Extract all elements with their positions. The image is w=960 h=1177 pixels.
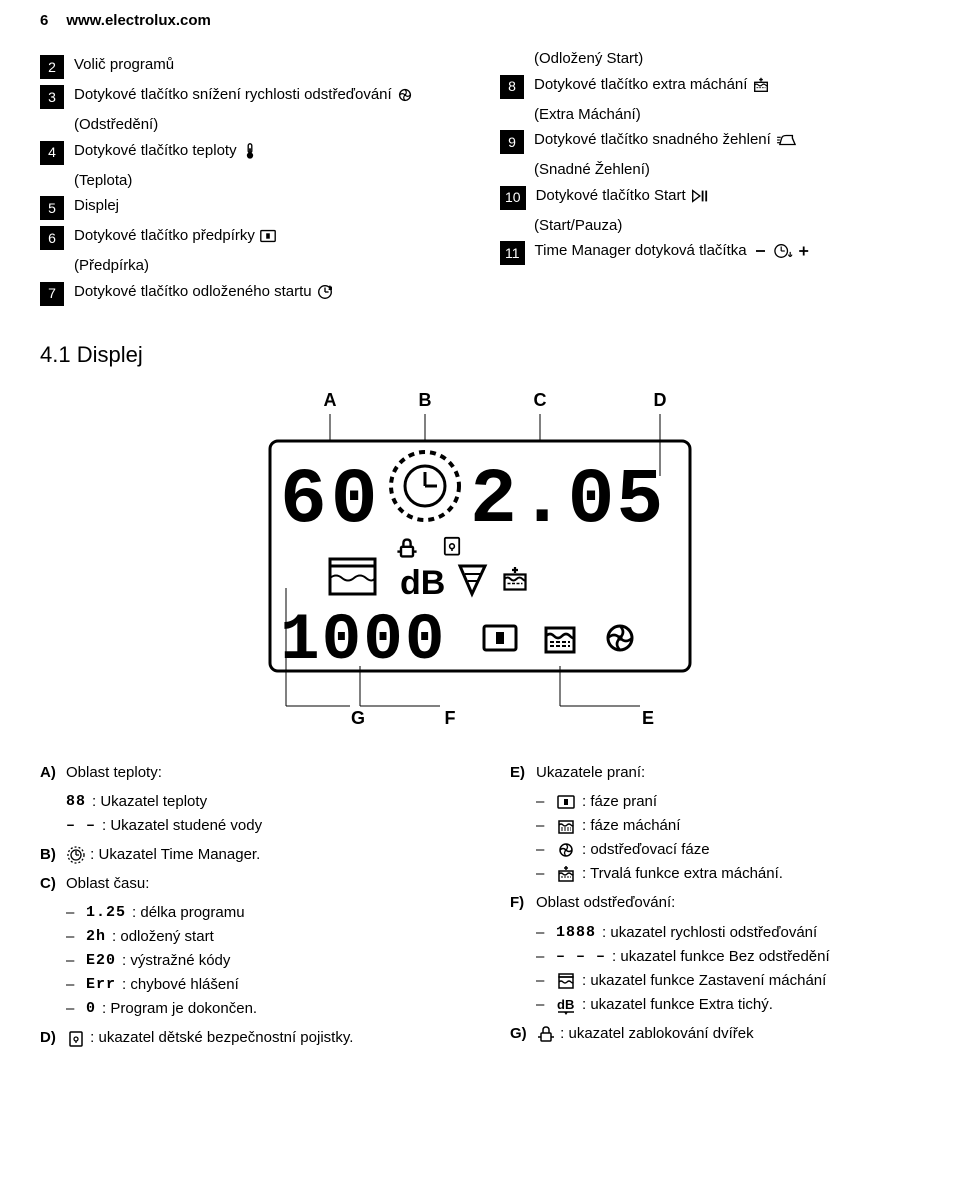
svg-text:G: G (351, 708, 365, 726)
item-text: Volič programů (74, 55, 460, 75)
item-number: 11 (500, 241, 525, 265)
legend-subrow: –: ukazatel funkce Extra tichý. (536, 993, 920, 1017)
item-subtext: (Teplota) (74, 171, 460, 191)
legend-content: Oblast času: (66, 873, 450, 896)
legend-subrow: –: fáze praní (536, 790, 920, 814)
legend-letter: B) (40, 844, 66, 867)
page-number: 6 (40, 12, 48, 29)
legend-letter: F) (510, 892, 536, 915)
legend-entry: D) : ukazatel dětské bezpečnostní pojist… (40, 1027, 450, 1050)
legend-subrow: –2h: odložený start (66, 925, 450, 949)
item-number: 10 (500, 186, 526, 210)
legend-content: Ukazatele praní: (536, 762, 920, 785)
legend-subrow: –– – –: ukazatel funkce Bez odstředění (536, 945, 920, 969)
item-text: Displej (74, 196, 460, 216)
control-item: 10 Dotykové tlačítko Start (500, 186, 920, 210)
svg-text:2.05: 2.05 (470, 457, 665, 545)
control-list-right: (Odložený Start) 8 Dotykové tlačítko extra… (500, 49, 920, 312)
svg-text:dB: dB (400, 564, 445, 602)
svg-text:60: 60 (280, 457, 382, 545)
item-number: 9 (500, 130, 524, 154)
legend-subrow: –: ukazatel funkce Zastavení máchání (536, 969, 920, 993)
header-url: www.electrolux.com (66, 12, 211, 29)
legend-content: : ukazatel dětské bezpečnostní pojistky. (66, 1027, 450, 1050)
item-subtext: (Odložený Start) (534, 49, 920, 69)
control-list: 2 Volič programů 3 Dotykové tlačítko snížen… (40, 49, 920, 312)
control-item: 6 Dotykové tlačítko předpírky (40, 226, 460, 250)
item-subtext: (Snadné Žehlení) (534, 160, 920, 180)
svg-text:D: D (654, 390, 667, 410)
legend-entry: G) : ukazatel zablokování dvířek (510, 1023, 920, 1046)
item-number: 4 (40, 141, 64, 165)
legend-content: Oblast teploty: (66, 762, 450, 785)
svg-text:C: C (534, 390, 547, 410)
item-number: 5 (40, 196, 64, 220)
legend-letter: E) (510, 762, 536, 785)
item-text: Dotykové tlačítko snadného žehlení (534, 130, 920, 150)
control-item: 5 Displej (40, 196, 460, 220)
display-svg: A B C D 60 2.05 dB (240, 386, 720, 726)
svg-text:E: E (642, 708, 654, 726)
legend-subrow: –: Trvalá funkce extra máchání. (536, 862, 920, 886)
item-text: Dotykové tlačítko odloženého startu (74, 282, 460, 302)
item-subtext: (Extra Máchání) (534, 105, 920, 125)
legend-left: A)Oblast teploty: 88: Ukazatel teploty– –… (40, 756, 450, 1056)
legend: A)Oblast teploty: 88: Ukazatel teploty– –… (40, 756, 920, 1056)
item-number: 8 (500, 75, 524, 99)
legend-letter: G) (510, 1023, 536, 1046)
control-item: 11 Time Manager dotyková tlačítka (500, 241, 920, 265)
item-text: Dotykové tlačítko snížení rychlosti odst… (74, 85, 460, 105)
svg-text:B: B (419, 390, 432, 410)
legend-entry: E)Ukazatele praní: (510, 762, 920, 785)
control-item: 8 Dotykové tlačítko extra máchání (500, 75, 920, 99)
item-number: 7 (40, 282, 64, 306)
legend-entry: B) : Ukazatel Time Manager. (40, 844, 450, 867)
legend-entry: C)Oblast času: (40, 873, 450, 896)
item-text: Dotykové tlačítko Start (536, 186, 920, 206)
legend-subrow: –E20: výstražné kódy (66, 949, 450, 973)
legend-letter: D) (40, 1027, 66, 1050)
legend-subrow: –1.25: délka programu (66, 901, 450, 925)
legend-subrow: –: fáze máchání (536, 814, 920, 838)
control-item: 7 Dotykové tlačítko odloženého startu (40, 282, 460, 306)
legend-content: : ukazatel zablokování dvířek (536, 1023, 920, 1046)
control-item: 9 Dotykové tlačítko snadného žehlení (500, 130, 920, 154)
legend-subrow: –: odstřeďovací fáze (536, 838, 920, 862)
svg-text:A: A (324, 390, 337, 410)
svg-text:F: F (445, 708, 456, 726)
svg-text:1000: 1000 (280, 603, 446, 678)
legend-letter: A) (40, 762, 66, 785)
item-number: 6 (40, 226, 64, 250)
section-4-1-title: 4.1 Displej (40, 342, 920, 368)
control-item: 2 Volič programů (40, 55, 460, 79)
item-subtext: (Odstředění) (74, 115, 460, 135)
legend-subrow: –0: Program je dokončen. (66, 997, 450, 1021)
item-number: 3 (40, 85, 64, 109)
display-diagram: A B C D 60 2.05 dB (40, 386, 920, 726)
page-header: 6 www.electrolux.com (40, 12, 920, 29)
item-number: 2 (40, 55, 64, 79)
legend-right: E)Ukazatele praní: –: fáze praní–: fáze m… (510, 756, 920, 1056)
control-item: 3 Dotykové tlačítko snížení rychlosti ods… (40, 85, 460, 109)
legend-entry: A)Oblast teploty: (40, 762, 450, 785)
item-text: Time Manager dotyková tlačítka (535, 241, 920, 261)
legend-subrow: – –: Ukazatel studené vody (66, 814, 450, 838)
legend-entry: F)Oblast odstřeďování: (510, 892, 920, 915)
item-subtext: (Start/Pauza) (534, 216, 920, 236)
control-item: 4 Dotykové tlačítko teploty (40, 141, 460, 165)
legend-subrow: 88: Ukazatel teploty (66, 790, 450, 814)
legend-content: : Ukazatel Time Manager. (66, 844, 450, 867)
control-list-left: 2 Volič programů 3 Dotykové tlačítko snížen… (40, 49, 460, 312)
item-subtext: (Předpírka) (74, 256, 460, 276)
legend-content: Oblast odstřeďování: (536, 892, 920, 915)
item-text: Dotykové tlačítko extra máchání (534, 75, 920, 95)
item-text: Dotykové tlačítko teploty (74, 141, 460, 161)
legend-subrow: –Err: chybové hlášení (66, 973, 450, 997)
item-text: Dotykové tlačítko předpírky (74, 226, 460, 246)
legend-subrow: –1888: ukazatel rychlosti odstřeďování (536, 921, 920, 945)
legend-letter: C) (40, 873, 66, 896)
